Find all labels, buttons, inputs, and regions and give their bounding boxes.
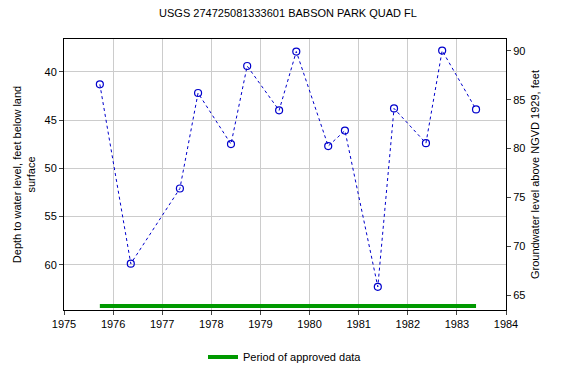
svg-text:55: 55	[45, 210, 57, 222]
svg-text:60: 60	[45, 259, 57, 271]
svg-text:80: 80	[513, 142, 525, 154]
svg-text:1980: 1980	[297, 318, 321, 330]
svg-text:Groundwater level above NGVD 1: Groundwater level above NGVD 1929, feet	[529, 70, 541, 279]
svg-text:45: 45	[45, 114, 57, 126]
svg-text:1983: 1983	[445, 318, 469, 330]
svg-text:70: 70	[513, 240, 525, 252]
svg-text:1982: 1982	[396, 318, 420, 330]
svg-text:50: 50	[45, 162, 57, 174]
svg-text:1979: 1979	[248, 318, 272, 330]
svg-text:USGS 274725081333601 BABSON PA: USGS 274725081333601 BABSON PARK QUAD FL	[159, 7, 417, 19]
svg-text:1984: 1984	[494, 318, 518, 330]
svg-text:Period of approved data: Period of approved data	[243, 351, 361, 363]
svg-text:1975: 1975	[52, 318, 76, 330]
svg-text:1976: 1976	[101, 318, 125, 330]
svg-text:90: 90	[513, 45, 525, 57]
svg-text:1978: 1978	[199, 318, 223, 330]
svg-text:85: 85	[513, 94, 525, 106]
svg-text:Depth to water level, feet bel: Depth to water level, feet below landsur…	[11, 86, 37, 263]
svg-text:65: 65	[513, 289, 525, 301]
svg-text:1981: 1981	[346, 318, 370, 330]
svg-text:1977: 1977	[150, 318, 174, 330]
svg-text:40: 40	[45, 66, 57, 78]
svg-text:75: 75	[513, 191, 525, 203]
